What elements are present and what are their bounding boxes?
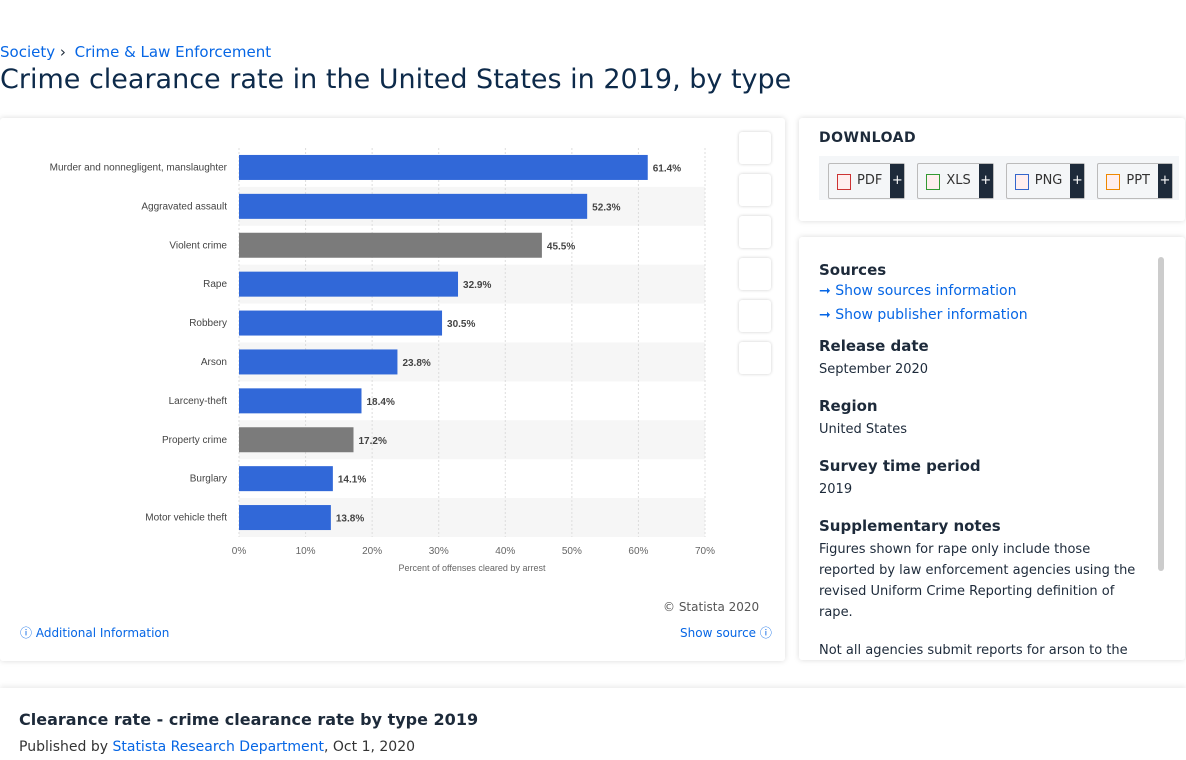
tool-button[interactable] (739, 300, 771, 332)
link-text: Show sources information (835, 283, 1017, 299)
detail-text: Figures shown for rape only include thos… (819, 542, 1136, 620)
heading: Region (819, 397, 878, 415)
bottom-title: Clearance rate - crime clearance rate by… (19, 710, 479, 729)
bar (239, 466, 333, 492)
x-tick-label: 20% (362, 546, 382, 557)
chart-card: 0% 10% 20% 30% 40% 50% 60% 70% Percent of offens… (0, 118, 785, 661)
download-button[interactable]: PNG + (1005, 163, 1086, 199)
bar (239, 388, 362, 414)
category-label: Robbery (189, 318, 227, 329)
publisher-link[interactable]: ➞ Show publisher information (819, 307, 1028, 323)
format: PNG (1034, 173, 1063, 188)
value-label: 14.1% (338, 475, 366, 486)
value-label: 23.8% (402, 358, 430, 369)
details: Sources ➞ Show sources information ➞ Sho… (819, 261, 1147, 660)
x-tick-label: 50% (562, 546, 582, 557)
format: PDF (857, 173, 883, 188)
tool-buttons (739, 132, 771, 374)
details-card: Sources ➞ Show sources information ➞ Sho… (799, 237, 1185, 660)
tool-button[interactable] (739, 342, 771, 374)
x-tick-label: 40% (495, 546, 515, 557)
detail-text: Not all agencies submit reports for arso… (819, 643, 1128, 658)
x-tick-label: 0% (232, 546, 247, 557)
category-label: Motor vehicle theft (145, 513, 227, 524)
value-label: 17.2% (359, 436, 387, 447)
bar (239, 154, 648, 180)
x-tick-label: 10% (296, 546, 316, 557)
additional-info[interactable]: ⓘ Additional Information (20, 626, 170, 640)
chart: 0% 10% 20% 30% 40% 50% 60% 70% Percent of offens… (50, 148, 715, 573)
detail-text: United States (819, 422, 908, 437)
heading: Sources (819, 261, 887, 279)
bottom-panel: Clearance rate - crime clearance rate by… (0, 688, 1186, 760)
bar (239, 310, 443, 336)
category-label: Violent crime (169, 240, 227, 251)
tool-button[interactable] (739, 258, 771, 290)
category-label: Rape (203, 279, 227, 290)
page-title: Crime clearance rate in the United State… (0, 64, 792, 95)
category-label: Property crime (162, 435, 227, 446)
tool-button[interactable] (739, 132, 771, 164)
link-text: Show publisher information (835, 307, 1028, 323)
download-heading: DOWNLOAD (819, 130, 917, 146)
download-button[interactable]: XLS + (917, 163, 994, 199)
published-line: Published by Statista Research Departmen… (19, 739, 415, 755)
bar (239, 427, 354, 453)
scrollbar (1158, 257, 1164, 571)
value-label: 52.3% (592, 202, 620, 213)
x-tick-label: 60% (628, 546, 648, 557)
value-label: 18.4% (366, 397, 394, 408)
x-tick-label: 70% (695, 546, 715, 557)
breadcrumb: Society › Crime & Law Enforcement (0, 43, 272, 61)
tool-button[interactable] (739, 174, 771, 206)
format: PPT (1126, 173, 1150, 188)
text: , Oct 1, 2020 (324, 739, 416, 755)
bar (239, 505, 331, 531)
download-button[interactable]: PPT + (1097, 163, 1173, 199)
value-label: 32.9% (463, 280, 491, 291)
format: XLS (946, 173, 971, 188)
link-text: Show source (680, 626, 757, 640)
category-label: Burglary (190, 474, 227, 485)
bar (239, 271, 459, 297)
show-source[interactable]: Show source ⓘ (680, 626, 772, 640)
sources-link[interactable]: ➞ Show sources information (819, 283, 1017, 299)
category-label: Aggravated assault (141, 201, 227, 212)
crumb[interactable]: Crime & Law Enforcement (74, 43, 272, 61)
download-button[interactable]: PDF + (828, 163, 906, 199)
download-buttons: PDF + XLS + PNG + PPT + (819, 156, 1179, 200)
copyright: © Statista 2020 (663, 600, 760, 614)
value-label: 45.5% (547, 241, 575, 252)
bar (239, 193, 588, 219)
bar (239, 349, 398, 375)
heading: Release date (819, 337, 929, 355)
x-axis-title: Percent of offenses cleared by arrest (399, 563, 546, 573)
crumb[interactable]: Society (0, 43, 56, 61)
value-label: 61.4% (653, 163, 681, 174)
bar (239, 232, 542, 258)
link-text: Additional Information (35, 626, 170, 640)
detail-text: 2019 (819, 482, 853, 497)
heading: Supplementary notes (819, 517, 1001, 535)
category-label: Murder and nonnegligent, manslaughter (50, 162, 228, 173)
value-label: 13.8% (336, 514, 364, 525)
category-label: Larceny-theft (169, 396, 228, 407)
text: Published by (19, 739, 109, 755)
x-tick-label: 30% (429, 546, 449, 557)
download-card: DOWNLOAD PDF + XLS + PNG + PPT + (799, 118, 1185, 221)
tool-button[interactable] (739, 216, 771, 248)
value-label: 30.5% (447, 319, 475, 330)
publisher-link[interactable]: Statista Research Department (112, 739, 325, 755)
heading: Survey time period (819, 457, 981, 475)
detail-text: September 2020 (819, 362, 929, 377)
category-label: Arson (201, 357, 227, 368)
